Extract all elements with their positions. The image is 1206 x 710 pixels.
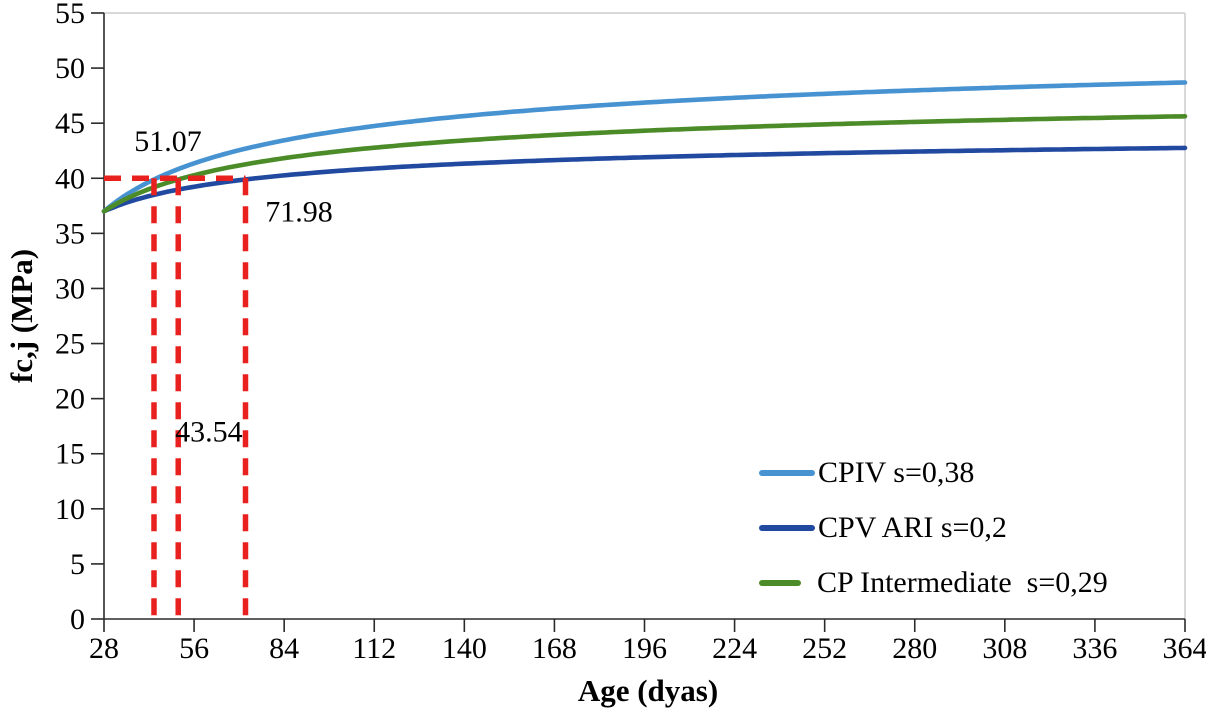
legend-item-cp-intermediate: CP Intermediate s=0,29 xyxy=(759,565,1108,601)
series-curve-cpiv xyxy=(101,80,1188,214)
legend-label-cpv-ari: CPV ARI s=0,2 xyxy=(818,511,1007,544)
legend-swatch-cpv-ari xyxy=(759,525,815,531)
legend-label-cpiv: CPIV s=0,38 xyxy=(818,456,975,489)
x-tick-label: 364 xyxy=(1163,632,1206,665)
x-tick-label: 308 xyxy=(982,632,1027,665)
y-tick-label: 10 xyxy=(55,493,85,526)
annotation-43-54: 43.54 xyxy=(175,416,243,449)
x-tick-label: 140 xyxy=(442,632,487,665)
x-tick-label: 336 xyxy=(1072,632,1117,665)
y-tick-label: 25 xyxy=(55,328,85,361)
series-curve-cp-intermediate xyxy=(101,114,1188,214)
x-tick-label: 112 xyxy=(352,632,396,665)
y-tick-label: 35 xyxy=(55,217,85,250)
y-tick-label: 0 xyxy=(70,603,85,636)
legend-swatch-cpiv xyxy=(759,470,815,476)
annotation-51-07: 51.07 xyxy=(134,125,202,158)
x-tick-label: 84 xyxy=(269,632,299,665)
y-tick-label: 40 xyxy=(55,162,85,195)
x-axis-title: Age (dyas) xyxy=(577,673,719,708)
y-axis-title: fc,j (MPa) xyxy=(4,248,39,384)
y-tick-label: 45 xyxy=(55,107,85,140)
x-tick-label: 168 xyxy=(532,632,577,665)
legend-item-cpiv: CPIV s=0,38 xyxy=(759,455,1108,491)
legend: CPIV s=0,38 CPV ARI s=0,2 CP Intermediate … xyxy=(759,455,1108,620)
y-tick-label: 30 xyxy=(55,272,85,305)
x-tick-label: 252 xyxy=(802,632,847,665)
y-tick-label: 50 xyxy=(55,52,85,85)
annotation-71-98: 71.98 xyxy=(265,195,333,228)
series-curve-cpv-ari xyxy=(101,145,1188,214)
y-tick-label: 15 xyxy=(55,438,85,471)
x-tick-label: 196 xyxy=(622,632,667,665)
y-tick-label: 55 xyxy=(55,0,85,30)
legend-label-cp-intermediate: CP Intermediate s=0,29 xyxy=(817,566,1108,599)
x-tick-label: 280 xyxy=(892,632,937,665)
y-tick-label: 5 xyxy=(70,548,85,581)
legend-item-cpv-ari: CPV ARI s=0,2 xyxy=(759,510,1108,546)
x-tick-label: 56 xyxy=(179,632,209,665)
x-tick-label: 28 xyxy=(89,632,119,665)
x-tick-label: 224 xyxy=(712,632,757,665)
legend-swatch-cp-intermediate xyxy=(759,580,801,586)
y-tick-label: 20 xyxy=(55,383,85,416)
